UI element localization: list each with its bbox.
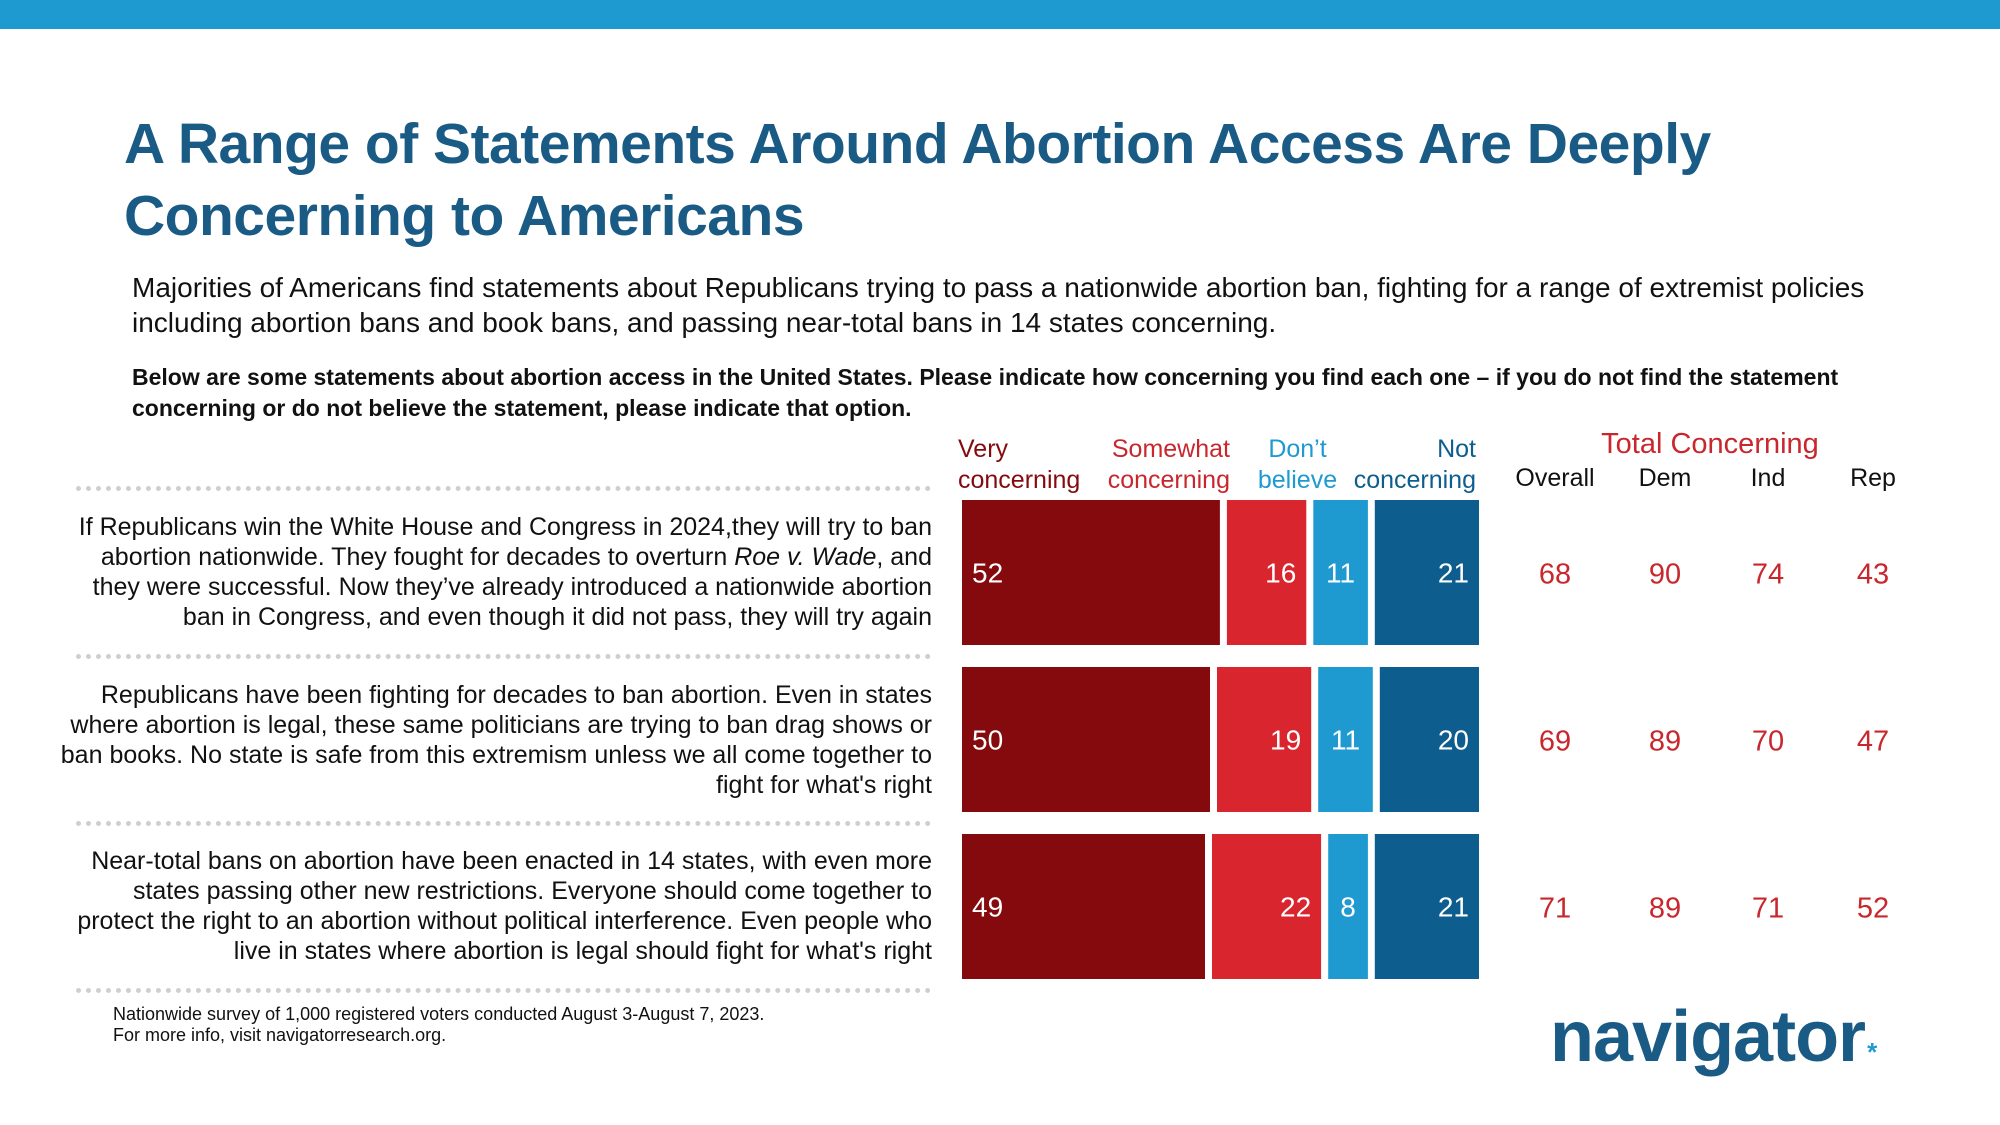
legend-dont-believe: Don’t believe	[1257, 435, 1338, 494]
footnote-line-2: For more info, visit navigatorresearch.o…	[113, 1025, 447, 1045]
label-very-concerning-row-1: 52	[972, 558, 1003, 589]
label-somewhat-concerning-row-3: 22	[1280, 892, 1311, 923]
row-divider	[76, 654, 931, 659]
total-concerning-rep-row-3: 52	[1857, 893, 1889, 925]
logo-text: navigator	[1550, 997, 1866, 1077]
total-concerning-rep-row-1: 43	[1857, 559, 1889, 591]
col-header-rep: Rep	[1850, 464, 1896, 492]
label-somewhat-concerning-row-2: 19	[1270, 725, 1301, 756]
row-divider	[76, 988, 931, 993]
bar-dont-believe-row-3	[1328, 834, 1368, 979]
label-dont-believe-row-2: 11	[1331, 725, 1360, 756]
bar-not-concerning-row-2	[1379, 667, 1479, 812]
statement-row-2: Republicans have been fighting for decad…	[60, 681, 932, 799]
label-very-concerning-row-2: 50	[972, 725, 1003, 756]
bar-somewhat-concerning-row-1	[1226, 500, 1307, 645]
subtitle: Majorities of Americans find statements …	[132, 272, 1865, 338]
footnote: Nationwide survey of 1,000 registered vo…	[113, 1004, 764, 1046]
bar-very-concerning-row-1	[962, 500, 1220, 645]
col-header-dem: Dem	[1638, 464, 1692, 492]
label-very-concerning-row-3: 49	[972, 892, 1003, 923]
label-not-concerning-row-2: 20	[1438, 725, 1469, 756]
navigator-logo: navigator*	[1550, 996, 1877, 1078]
label-dont-believe-row-3: 8	[1340, 892, 1356, 923]
label-dont-believe-row-1: 11	[1326, 558, 1355, 589]
bar-somewhat-concerning-row-2	[1217, 667, 1312, 812]
legend-somewhat-concerning: Somewhat concerning	[1107, 435, 1230, 494]
statement-row-3: Near-total bans on abortion have been en…	[77, 847, 932, 965]
total-concerning-overall-row-1: 68	[1539, 559, 1571, 591]
total-concerning-overall-row-3: 71	[1539, 893, 1571, 925]
bar-very-concerning-row-2	[962, 667, 1210, 812]
total-concerning-dem-row-2: 89	[1649, 726, 1681, 758]
col-header-ind: Ind	[1750, 464, 1786, 492]
footnote-line-1: Nationwide survey of 1,000 registered vo…	[113, 1004, 765, 1024]
total-concerning-header: Total Concerning	[1601, 428, 1819, 460]
top-accent-bar	[0, 0, 2000, 29]
total-concerning-rep-row-2: 47	[1857, 726, 1889, 758]
row-divider	[76, 821, 931, 826]
row-divider	[76, 486, 931, 491]
page-title: A Range of Statements Around Abortion Ac…	[124, 112, 1711, 248]
legend-not-concerning: Not concerning	[1353, 435, 1476, 494]
label-not-concerning-row-3: 21	[1438, 892, 1469, 923]
bar-not-concerning-row-3	[1374, 834, 1479, 979]
total-concerning-ind-row-2: 70	[1752, 726, 1784, 758]
bar-dont-believe-row-2	[1318, 667, 1373, 812]
logo-star-mark: *	[1867, 1037, 1877, 1067]
bar-somewhat-concerning-row-3	[1212, 834, 1322, 979]
bar-not-concerning-row-1	[1374, 500, 1479, 645]
bar-dont-believe-row-1	[1313, 500, 1368, 645]
total-concerning-ind-row-1: 74	[1752, 559, 1784, 591]
survey-question: Below are some statements about abortion…	[132, 364, 1839, 421]
col-header-overall: Overall	[1515, 464, 1595, 492]
label-not-concerning-row-1: 21	[1438, 558, 1469, 589]
total-concerning-ind-row-3: 71	[1752, 893, 1784, 925]
bar-very-concerning-row-3	[962, 834, 1205, 979]
total-concerning-overall-row-2: 69	[1539, 726, 1571, 758]
label-somewhat-concerning-row-1: 16	[1265, 558, 1296, 589]
total-concerning-dem-row-1: 90	[1649, 559, 1681, 591]
total-concerning-dem-row-3: 89	[1649, 893, 1681, 925]
legend-very-concerning: Very concerning	[958, 435, 1081, 494]
statement-row-1: If Republicans win the White House and C…	[78, 513, 932, 631]
